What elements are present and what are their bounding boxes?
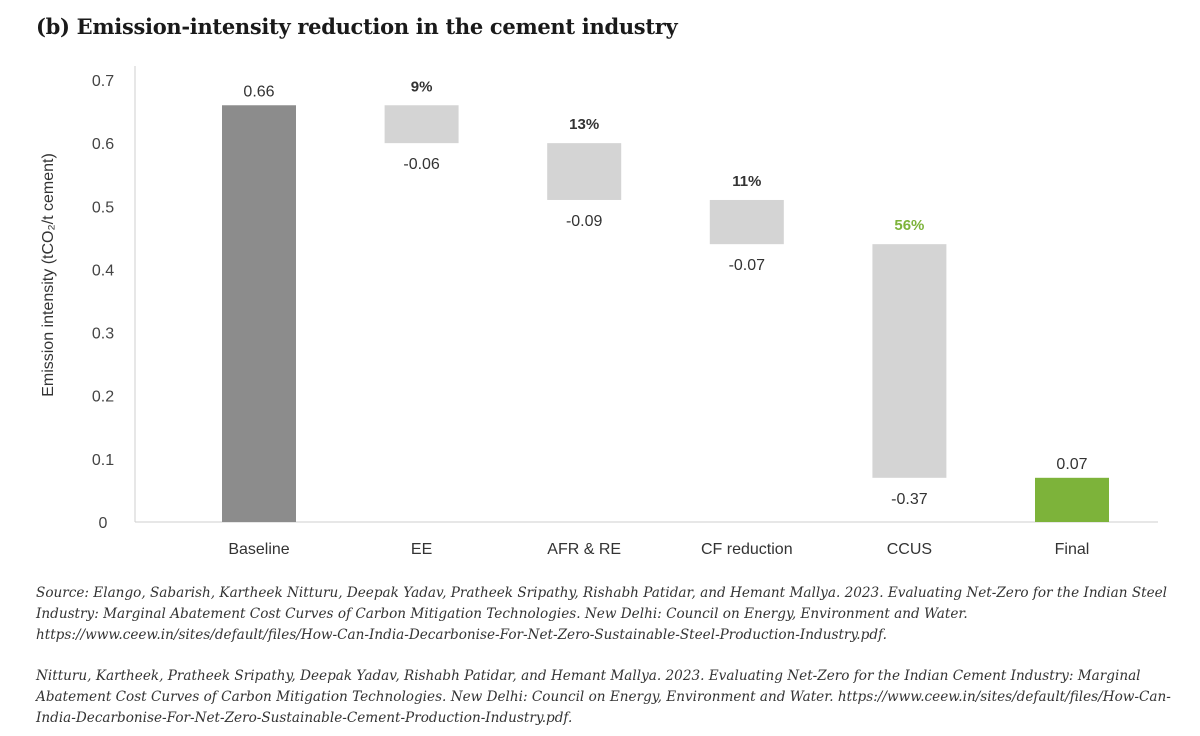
bar-final <box>1035 477 1109 522</box>
x-tick-label: Baseline <box>228 541 289 558</box>
y-tick-label: 0.4 <box>92 262 114 279</box>
bar-value-label: 0.66 <box>243 83 274 100</box>
source-note-2: Nitturu, Kartheek, Pratheek Sripathy, De… <box>36 668 1171 726</box>
y-tick-label: 0.5 <box>92 199 114 216</box>
reduction-percent-label: 56% <box>894 217 924 234</box>
bar-baseline <box>222 105 296 522</box>
x-tick-label: EE <box>411 541 432 558</box>
bar-value-label: -0.06 <box>403 156 440 173</box>
bar-value-label: -0.37 <box>891 491 928 508</box>
reduction-percent-label: 9% <box>411 78 433 95</box>
y-tick-label: 0.3 <box>92 326 114 343</box>
reduction-percent-label: 11% <box>732 173 761 190</box>
y-tick-label: 0.1 <box>92 452 114 469</box>
x-tick-label: CF reduction <box>701 541 793 558</box>
x-tick-label: Final <box>1055 541 1090 558</box>
y-tick-label: 0 <box>99 515 108 532</box>
bar-afr-re <box>547 143 622 200</box>
y-tick-label: 0.6 <box>92 136 114 153</box>
bar-value-label: -0.07 <box>729 257 766 274</box>
y-tick-label: 0.7 <box>92 73 114 90</box>
waterfall-chart: Emission intensity (tCO₂/t cement) 0 0.1 0… <box>40 66 1158 558</box>
y-tick-label: 0.2 <box>92 389 114 406</box>
chart-title: (b) Emission-intensity reduction in the … <box>36 14 678 39</box>
x-tick-label: CCUS <box>887 541 932 558</box>
bar-ee <box>384 105 459 144</box>
bar-ccus <box>872 244 947 478</box>
x-tick-label: AFR & RE <box>547 541 621 558</box>
bar-cf-reduction <box>709 199 784 245</box>
reduction-percent-label: 13% <box>569 116 599 133</box>
y-axis-label: Emission intensity (tCO₂/t cement) <box>40 153 57 397</box>
bar-value-label: -0.09 <box>566 213 603 230</box>
bar-value-label: 0.07 <box>1056 456 1087 473</box>
source-note-1: Source: Elango, Sabarish, Kartheek Nittu… <box>36 585 1168 643</box>
